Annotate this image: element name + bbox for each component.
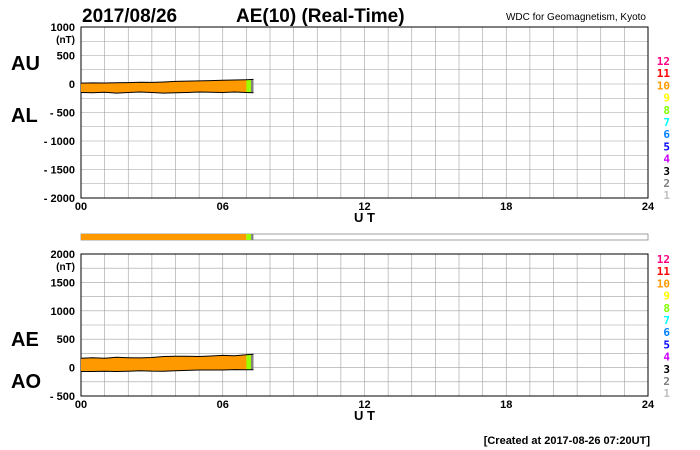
station-count-label: 10: [657, 79, 670, 92]
x-axis-label: U T: [354, 210, 375, 225]
station-count-label: 5: [663, 338, 670, 351]
station-count-label: 7: [663, 314, 670, 327]
station-count-label: 8: [663, 104, 670, 117]
y-tick-label: 1500: [51, 277, 75, 289]
y-tick-label: 1000: [51, 306, 75, 318]
y-tick-label: - 1000: [44, 136, 75, 148]
plot-frame: [80, 253, 649, 397]
x-tick-label: 00: [75, 201, 87, 213]
y-tick-label: 2000: [51, 249, 75, 261]
latest-data-segment: [251, 79, 254, 93]
coverage-bar-latest: [251, 234, 254, 240]
station-count-label: 7: [663, 116, 670, 129]
coverage-bar-recent: [246, 234, 252, 240]
station-count-label: 8: [663, 302, 670, 315]
plot-date: 2017/08/26: [82, 6, 177, 27]
y-tick-label: 500: [57, 51, 75, 63]
series-line-al: [80, 91, 254, 94]
y-tick-label: - 500: [50, 391, 75, 403]
station-count-label: 4: [663, 351, 670, 364]
x-tick-label: 06: [217, 399, 229, 411]
series-label-ae: AE: [11, 329, 39, 351]
data-source: WDC for Geomagnetism, Kyoto: [506, 12, 646, 23]
station-count-label: 1: [663, 387, 670, 400]
x-tick-label: 18: [500, 201, 512, 213]
series-line-ae: [80, 353, 254, 359]
station-count-label: 10: [657, 277, 670, 290]
station-count-label: 2: [663, 177, 670, 190]
y-axis-unit: (nT): [56, 35, 75, 46]
plot-frame: [80, 26, 649, 199]
y-tick-label: 0: [69, 363, 75, 375]
station-count-label: 4: [663, 153, 670, 166]
station-count-label: 6: [663, 128, 670, 141]
y-tick-label: - 2000: [44, 193, 75, 205]
station-count-label: 6: [663, 326, 670, 339]
x-tick-label: 06: [217, 201, 229, 213]
station-count-label: 1: [663, 189, 670, 202]
data-coverage-bar: [80, 233, 649, 241]
station-count-label: 11: [657, 67, 671, 80]
coverage-bar-fill: [81, 234, 247, 240]
series-line-au: [80, 78, 254, 84]
series-area-fill: [81, 354, 254, 372]
station-count-label: 3: [663, 363, 670, 376]
series-label-ao: AO: [11, 371, 41, 393]
x-tick-label: 12: [358, 399, 370, 411]
latest-data-segment: [251, 354, 254, 370]
recent-data-segment: [246, 354, 252, 370]
series-line-ao: [81, 369, 254, 373]
series-label-al: AL: [11, 105, 38, 127]
series-label-au: AU: [11, 53, 40, 75]
station-count-label: 9: [663, 290, 670, 303]
au-al-panel: 1000 500 0 - 500 - 1000 - 1500 - 2000 (nT) 00 06 1…: [11, 22, 655, 225]
y-tick-label: 500: [57, 334, 75, 346]
station-count-label: 12: [657, 55, 670, 68]
x-tick-label: 24: [642, 399, 655, 411]
recent-data-segment: [246, 79, 252, 93]
station-count-label: 2: [663, 375, 670, 388]
x-tick-label: 12: [358, 201, 370, 213]
ae-ao-panel: 2000 1500 1000 500 0 - 500 (nT) 00 06 12 18 24 U T AE…: [11, 249, 655, 423]
station-count-label: 11: [657, 265, 671, 278]
y-tick-label: 1000: [51, 22, 75, 34]
y-tick-label: 0: [69, 79, 75, 91]
station-count-label: 12: [657, 253, 670, 266]
x-tick-label: 00: [75, 399, 87, 411]
y-tick-label: - 1500: [44, 165, 75, 177]
station-count-label: 9: [663, 92, 670, 105]
x-tick-label: 24: [642, 201, 655, 213]
station-count-label: 3: [663, 165, 670, 178]
x-tick-label: 18: [500, 399, 512, 411]
plot-title: AE(10) (Real-Time): [236, 6, 405, 27]
created-timestamp: [Created at 2017-08-26 07:20UT]: [484, 435, 651, 447]
x-axis-label: U T: [354, 408, 375, 423]
y-axis-unit: (nT): [56, 262, 75, 273]
y-tick-label: - 500: [50, 108, 75, 120]
station-count-label: 5: [663, 140, 670, 153]
